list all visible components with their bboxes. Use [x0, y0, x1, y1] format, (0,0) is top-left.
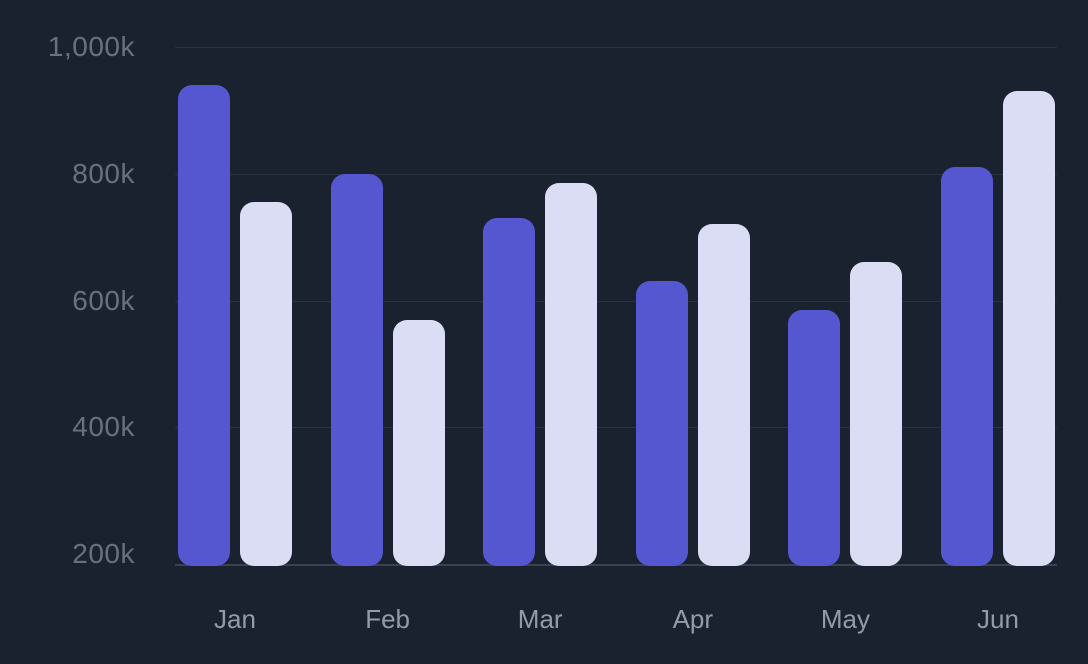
y-axis-tick-label: 800k [72, 157, 135, 189]
y-axis-tick-label: 600k [72, 284, 135, 316]
bar-indigo-apr [635, 281, 688, 566]
y-axis-tick-label: 200k [72, 538, 135, 569]
gridline-800k [175, 173, 1057, 175]
x-axis-line [175, 564, 1057, 566]
y-axis-tick-label: 1,000k [47, 31, 135, 62]
bar-indigo-jan [178, 85, 230, 566]
bar-indigo-feb [330, 173, 383, 566]
bar-lavender-apr [697, 224, 750, 566]
bar-indigo-jun [941, 167, 993, 566]
gridline-600k [175, 300, 1057, 302]
gridline-1000k [175, 47, 1057, 48]
bar-lavender-may [850, 262, 903, 566]
bar-indigo-mar [483, 218, 536, 566]
x-axis-tick-label: Apr [672, 604, 714, 634]
gridline-400k [175, 427, 1057, 429]
x-axis-tick-label: Feb [365, 604, 410, 634]
x-axis-tick-label: May [820, 604, 870, 634]
bar-indigo-may [788, 310, 841, 566]
bar-lavender-feb [392, 319, 445, 566]
x-axis-tick-label: Jan [214, 604, 256, 634]
x-axis-tick-label: Mar [517, 604, 563, 634]
x-axis-tick-label: Jun [977, 604, 1019, 634]
bar-lavender-jun [1003, 91, 1055, 566]
y-axis-tick-label: 400k [72, 411, 135, 443]
bar-lavender-mar [545, 183, 598, 566]
bar-lavender-jan [240, 202, 292, 566]
